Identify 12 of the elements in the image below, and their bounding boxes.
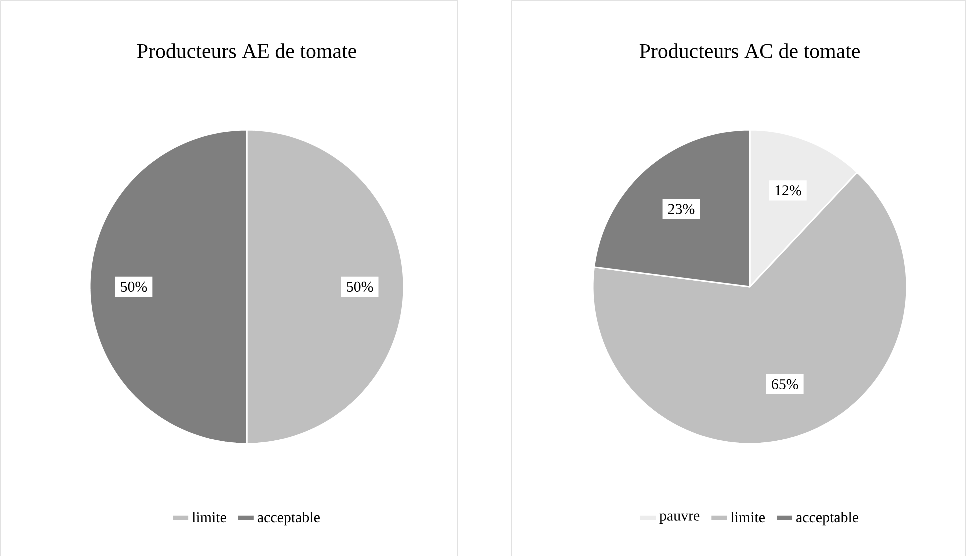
chart-title: Producteurs AE de tomate: [138, 43, 356, 58]
data-label: 12%: [776, 185, 802, 196]
legend-label: limite: [192, 512, 226, 522]
data-label: 23%: [668, 204, 695, 214]
data-label: 50%: [347, 282, 374, 292]
legend-label: pauvre: [660, 514, 700, 524]
legend-label: acceptable: [258, 512, 320, 526]
legend-label: limite: [730, 512, 765, 522]
legend-label: acceptable: [796, 512, 859, 526]
data-label: 65%: [772, 379, 798, 390]
data-label: 50%: [121, 282, 148, 292]
chart-title: Producteurs AC de tomate: [640, 43, 860, 58]
